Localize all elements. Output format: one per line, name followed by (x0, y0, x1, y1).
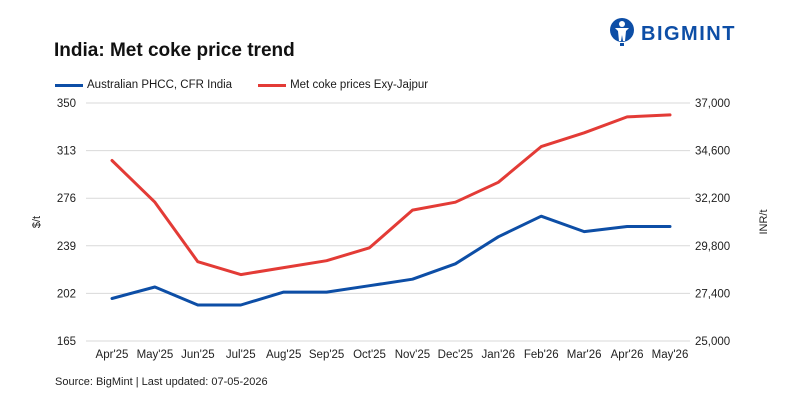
series-line-phcc (110, 214, 672, 307)
brand-name: BIGMINT (641, 23, 736, 45)
y2-tick-label: 37,000 (695, 98, 730, 110)
y-tick-label: 165 (57, 336, 76, 348)
x-tick-label: May'26 (652, 349, 689, 361)
y2-tick-label: 32,200 (695, 193, 730, 205)
x-tick-label: Jun'25 (181, 349, 215, 361)
x-tick-label: Feb'26 (524, 349, 559, 361)
bigmint-figure-icon (609, 17, 635, 52)
y2-tick-label: 25,000 (695, 336, 730, 348)
x-tick-label: Aug'25 (266, 349, 301, 361)
chart-legend: Australian PHCC, CFR India Met coke pric… (55, 79, 454, 91)
legend-item-phcc: Australian PHCC, CFR India (55, 79, 232, 91)
y2-axis-label: INR/t (758, 209, 770, 234)
x-tick-label: May'25 (137, 349, 174, 361)
x-tick-label: Jan'26 (482, 349, 516, 361)
y2-tick-label: 27,400 (695, 288, 730, 300)
y-tick-label: 239 (57, 241, 76, 253)
legend-swatch-phcc (55, 83, 83, 87)
x-tick-label: Apr'25 (96, 349, 129, 361)
y2-tick-label: 34,600 (695, 146, 730, 158)
x-tick-label: Mar'26 (567, 349, 602, 361)
x-tick-label: Nov'25 (395, 349, 430, 361)
chart-title: India: Met coke price trend (54, 40, 295, 61)
y2-tick-label: 29,800 (695, 241, 730, 253)
x-tick-label: Oct'25 (353, 349, 386, 361)
y-tick-label: 202 (57, 288, 76, 300)
legend-label-phcc: Australian PHCC, CFR India (87, 79, 233, 91)
x-tick-label: Dec'25 (438, 349, 473, 361)
series-line-metcoke (110, 113, 672, 277)
x-tick-label: Jul'25 (226, 349, 256, 361)
legend-item-metcoke: Met coke prices Exy-Jajpur (258, 79, 428, 91)
legend-swatch-metcoke (258, 83, 287, 87)
legend-label-metcoke: Met coke prices Exy-Jajpur (290, 79, 429, 91)
brand-logo: BIGMINT (609, 17, 736, 52)
y-tick-label: 350 (57, 98, 76, 110)
x-tick-label: Apr'26 (611, 349, 644, 361)
y-axis-label: $/t (31, 216, 43, 228)
y-tick-label: 276 (57, 193, 76, 205)
y-tick-label: 313 (57, 146, 76, 158)
source-note: Source: BigMint | Last updated: 07-05-20… (55, 376, 268, 388)
x-tick-label: Sep'25 (309, 349, 344, 361)
